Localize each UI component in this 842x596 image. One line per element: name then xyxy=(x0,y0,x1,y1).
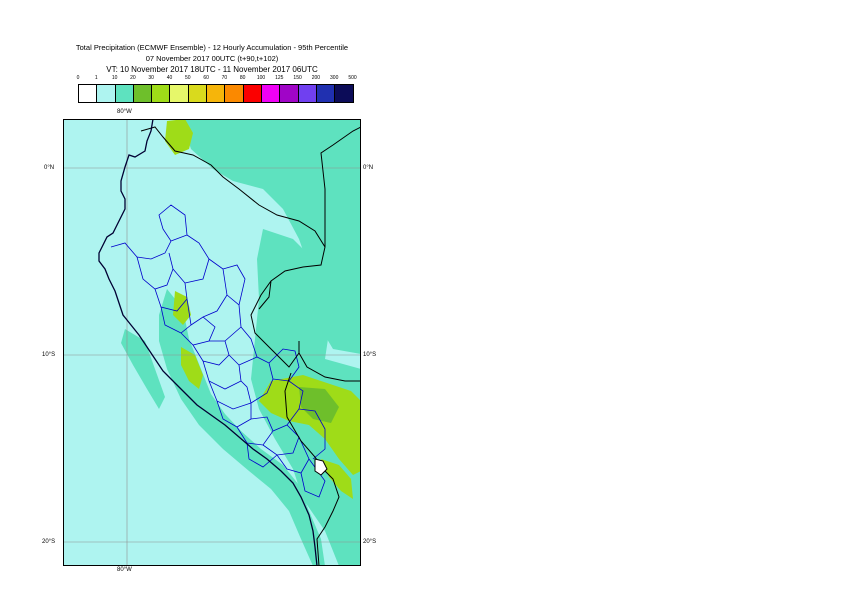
legend-swatch xyxy=(261,85,281,102)
legend-swatch xyxy=(133,85,153,102)
legend-tick-label: 500 xyxy=(348,75,357,81)
region-borders xyxy=(110,204,326,498)
legend-tick-label: 40 xyxy=(166,75,173,81)
lat-label-right-10s: 10°S xyxy=(363,352,377,358)
legend-swatch xyxy=(243,85,262,102)
lon-label-bottom: 80°W xyxy=(117,567,132,573)
legend-colorbar xyxy=(78,84,355,103)
heavy-rain-southeast-core xyxy=(299,387,339,423)
precipitation-map xyxy=(63,119,361,566)
legend-tick-label: 100 xyxy=(256,75,266,81)
legend-tick-label: 80 xyxy=(239,75,246,81)
medium-rain-coast xyxy=(159,289,325,566)
lat-label-right-0: 0°N xyxy=(363,165,374,171)
heavy-rain-south xyxy=(321,459,353,499)
heavy-rain-central-2 xyxy=(181,347,203,389)
legend-tick-label: 50 xyxy=(185,75,191,81)
legend-swatch xyxy=(152,85,171,102)
national-borders xyxy=(140,126,361,566)
legend-swatch xyxy=(207,85,226,102)
run-time-line: 07 November 2017 00UTC (t+90,t+102) xyxy=(145,54,279,63)
legend-tick-label: 200 xyxy=(311,75,321,81)
legend-swatch xyxy=(280,85,299,102)
chart-title: Total Precipitation (ECMWF Ensemble) - 1… xyxy=(75,43,349,52)
legend-tick-label: 300 xyxy=(330,75,339,81)
heavy-rain-southeast xyxy=(259,375,361,475)
coastline xyxy=(98,119,318,566)
legend-swatch xyxy=(115,85,134,102)
legend-tick-label: 150 xyxy=(293,75,302,81)
legend-swatch xyxy=(316,85,336,102)
legend-labels: 0 1 10 20 30 40 50 60 70 80 100 125 150 200 300 500 xyxy=(0,75,424,83)
lat-label-left-20s: 20°S xyxy=(42,539,56,545)
legend-swatch xyxy=(335,85,354,102)
legend-swatch xyxy=(79,85,98,102)
legend-tick-label: 60 xyxy=(203,75,209,81)
lat-label-right-20s: 20°S xyxy=(363,539,377,545)
legend-tick-label: 30 xyxy=(148,75,154,81)
legend-tick-label: 0 xyxy=(76,75,80,81)
legend-swatch xyxy=(97,85,116,102)
legend-swatch xyxy=(170,85,189,102)
heavy-rain-north xyxy=(165,119,193,155)
map-frame xyxy=(63,119,361,566)
legend-tick-label: 20 xyxy=(130,75,136,81)
legend-tick-label: 70 xyxy=(221,75,228,81)
legend-tick-label: 125 xyxy=(275,75,284,81)
lat-label-left-10s: 10°S xyxy=(42,352,56,358)
legend-swatch xyxy=(298,85,317,102)
legend-tick-label: 10 xyxy=(111,75,118,81)
legend-swatch xyxy=(188,85,208,102)
valid-time-line: VT: 10 November 2017 18UTC - 11 November… xyxy=(106,65,318,74)
lon-label-top: 80°W xyxy=(117,109,132,115)
lake-titicaca xyxy=(314,458,328,476)
legend-swatch xyxy=(225,85,244,102)
medium-rain-west xyxy=(121,329,165,409)
legend-tick-label: 1 xyxy=(94,75,98,81)
lat-label-left-0: 0°N xyxy=(44,165,55,171)
